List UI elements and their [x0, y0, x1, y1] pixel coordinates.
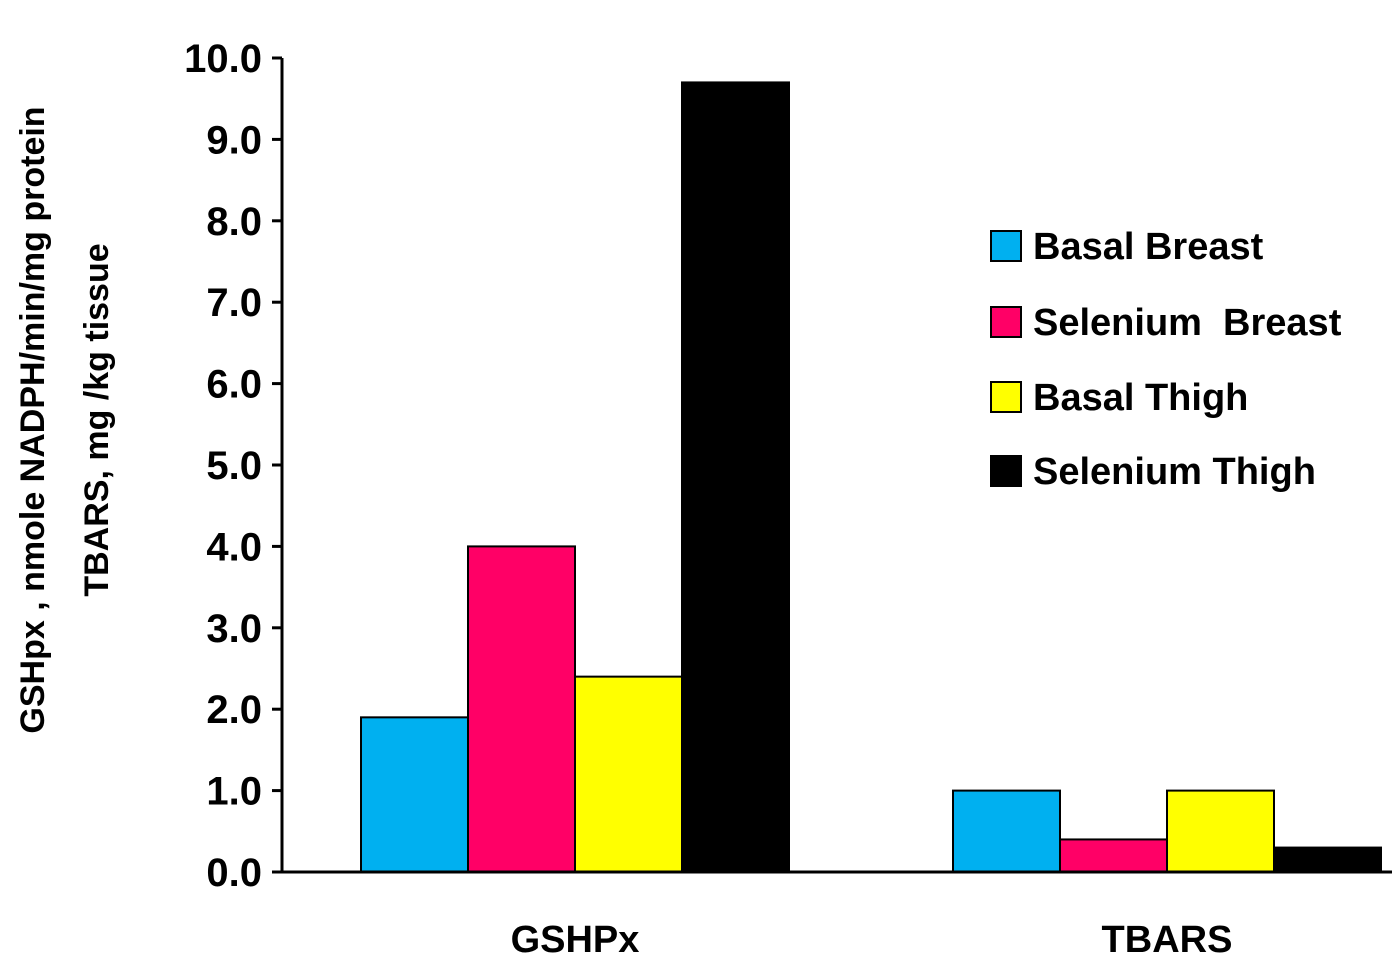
y-tick-label: 6.0 — [206, 363, 262, 407]
y-tick-label: 10.0 — [184, 37, 262, 81]
bar-tbars-basal-breast — [952, 789, 1061, 873]
bar-tbars-selenium-breast — [1059, 838, 1168, 874]
legend-label: Selenium Thigh — [1033, 451, 1316, 493]
bar-gshpx-selenium-breast — [467, 545, 576, 874]
legend-swatch — [990, 306, 1022, 338]
x-category-label: GSHPx — [511, 919, 640, 961]
x-axis-categories: GSHPx TBARS — [511, 919, 1233, 961]
y-axis-title-line-2: TBARS, mg /kg tissue — [78, 243, 116, 596]
bar-gshpx-basal-thigh — [574, 675, 683, 874]
y-tick-label: 7.0 — [206, 281, 262, 325]
legend-swatch — [990, 230, 1022, 262]
bar-tbars-selenium-thigh — [1273, 846, 1382, 874]
y-tick-label: 9.0 — [206, 118, 262, 162]
legend-swatch — [990, 381, 1022, 413]
bars — [360, 81, 1382, 874]
y-axis-ticks: 0.0 1.0 2.0 3.0 4.0 5.0 6.0 7.0 8.0 9.0 10.0 — [184, 37, 282, 895]
y-tick-label: 2.0 — [206, 688, 262, 732]
legend: Basal Breast Selenium Breast Basal Thigh Se… — [990, 226, 1342, 493]
y-axis-title-line-1: GSHpx , nmole NADPH/min/mg protein — [14, 106, 52, 733]
y-tick-label: 8.0 — [206, 200, 262, 244]
legend-swatch — [990, 455, 1022, 487]
axes — [280, 58, 1392, 874]
legend-label: Basal Thigh — [1033, 377, 1248, 419]
bar-tbars-basal-thigh — [1166, 789, 1275, 873]
y-tick-label: 1.0 — [206, 770, 262, 814]
bar-gshpx-selenium-thigh — [681, 81, 790, 874]
y-tick-label: 3.0 — [206, 607, 262, 651]
y-axis-title: GSHpx , nmole NADPH/min/mg protein TBARS,… — [14, 106, 116, 733]
y-tick-label: 0.0 — [206, 851, 262, 895]
y-tick-label: 5.0 — [206, 444, 262, 488]
legend-label: Selenium Breast — [1033, 302, 1342, 344]
y-tick-label: 4.0 — [206, 525, 262, 569]
legend-label: Basal Breast — [1033, 226, 1264, 268]
bar-gshpx-basal-breast — [360, 716, 469, 874]
x-category-label: TBARS — [1102, 919, 1233, 961]
